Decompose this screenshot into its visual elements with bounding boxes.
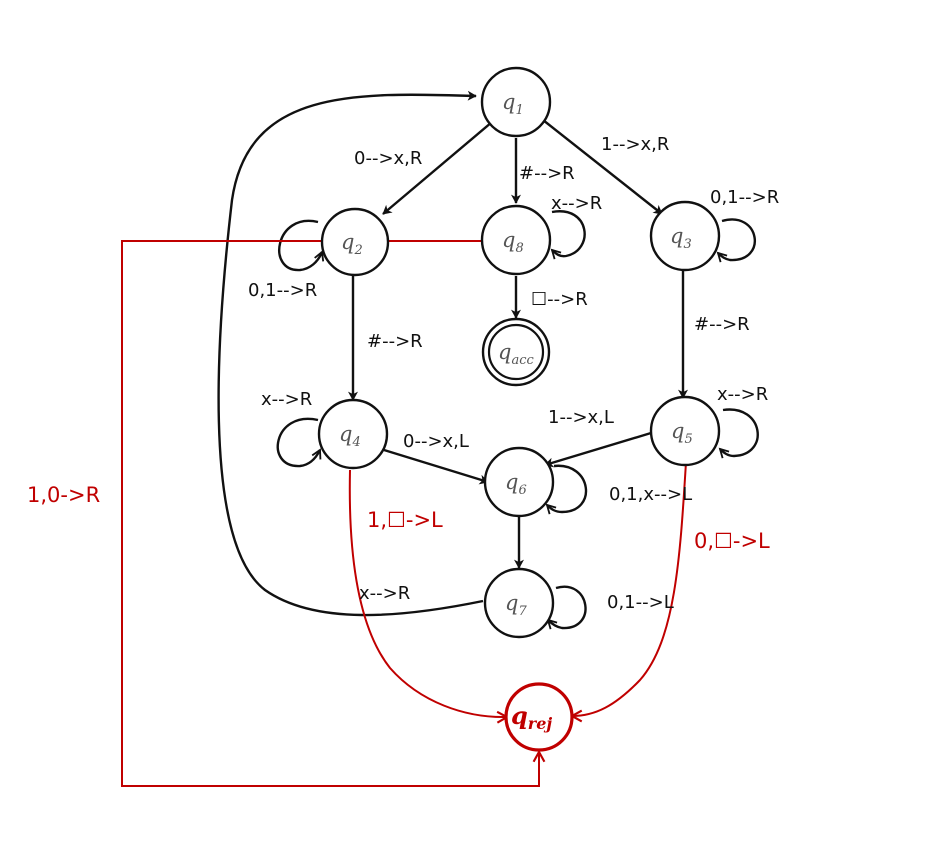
label-q2-loop: 0,1-->R [248, 280, 317, 301]
label-q2-q4: #-->R [367, 331, 423, 352]
loop-q8 [552, 210, 586, 256]
state-q6: q6 [483, 446, 555, 518]
svg-text:q3: q3 [670, 224, 692, 252]
label-q7-loop: 0,1-->L [607, 592, 674, 613]
svg-text:q1: q1 [502, 90, 524, 118]
label-q5-q6: 1-->x,L [548, 407, 614, 428]
state-q3: q3 [649, 200, 721, 272]
edge-q1-q3 [542, 119, 663, 215]
loop-q3 [718, 218, 756, 260]
label-q8-qacc: ☐-->R [531, 289, 588, 310]
svg-text:q8: q8 [502, 228, 524, 256]
svg-text:q5: q5 [671, 419, 693, 447]
label-q1-q3: 1-->x,R [601, 134, 669, 155]
loop-q2 [278, 219, 322, 272]
loop-q7 [548, 585, 587, 628]
label-q4-loop: x-->R [261, 389, 312, 410]
edge-q5-q6 [544, 431, 652, 468]
state-qacc: qacc [481, 317, 551, 387]
label-q6-loop: 0,1,x-->L [609, 484, 692, 505]
edge-q4-q6 [383, 448, 489, 485]
edge-q4-qrej [348, 469, 507, 717]
label-q5-qrej: 0,☐->L [694, 529, 770, 553]
state-q5: q5 [649, 395, 721, 467]
label-q5-loop: x-->R [717, 384, 768, 405]
svg-text:q4: q4 [339, 422, 361, 450]
svg-text:qrej: qrej [511, 701, 552, 733]
loop-q6 [547, 464, 588, 512]
state-q4: q4 [317, 398, 389, 470]
label-q8-loop: x-->R [551, 193, 602, 214]
label-q1-q2: 0-->x,R [354, 148, 422, 169]
label-q2-qrej: 1,0->R [27, 483, 100, 507]
state-qrej: qrej [504, 682, 574, 752]
loop-q5 [720, 408, 759, 456]
svg-text:qacc: qacc [498, 340, 534, 368]
state-q7: q7 [483, 567, 555, 639]
svg-text:q2: q2 [341, 230, 363, 258]
edge-q7-q1 [217, 90, 484, 617]
label-q1-q8: #-->R [519, 163, 575, 184]
state-q8: q8 [480, 204, 552, 276]
edge-q2-qrej [121, 240, 539, 787]
label-q4-q6: 0-->x,L [403, 431, 469, 452]
edge-q5-qrej [572, 461, 687, 716]
label-q3-q5: #-->R [694, 314, 750, 335]
svg-text:q6: q6 [505, 470, 527, 498]
edge-q1-q2 [382, 121, 493, 215]
svg-text:q7: q7 [505, 591, 527, 619]
label-q7-q1: x-->R [359, 583, 410, 604]
state-q1: q1 [480, 66, 552, 138]
loop-q4 [276, 417, 320, 468]
label-q4-qrej: 1,☐->L [367, 508, 443, 532]
label-q3-loop: 0,1-->R [710, 187, 779, 208]
state-q2: q2 [320, 207, 390, 277]
